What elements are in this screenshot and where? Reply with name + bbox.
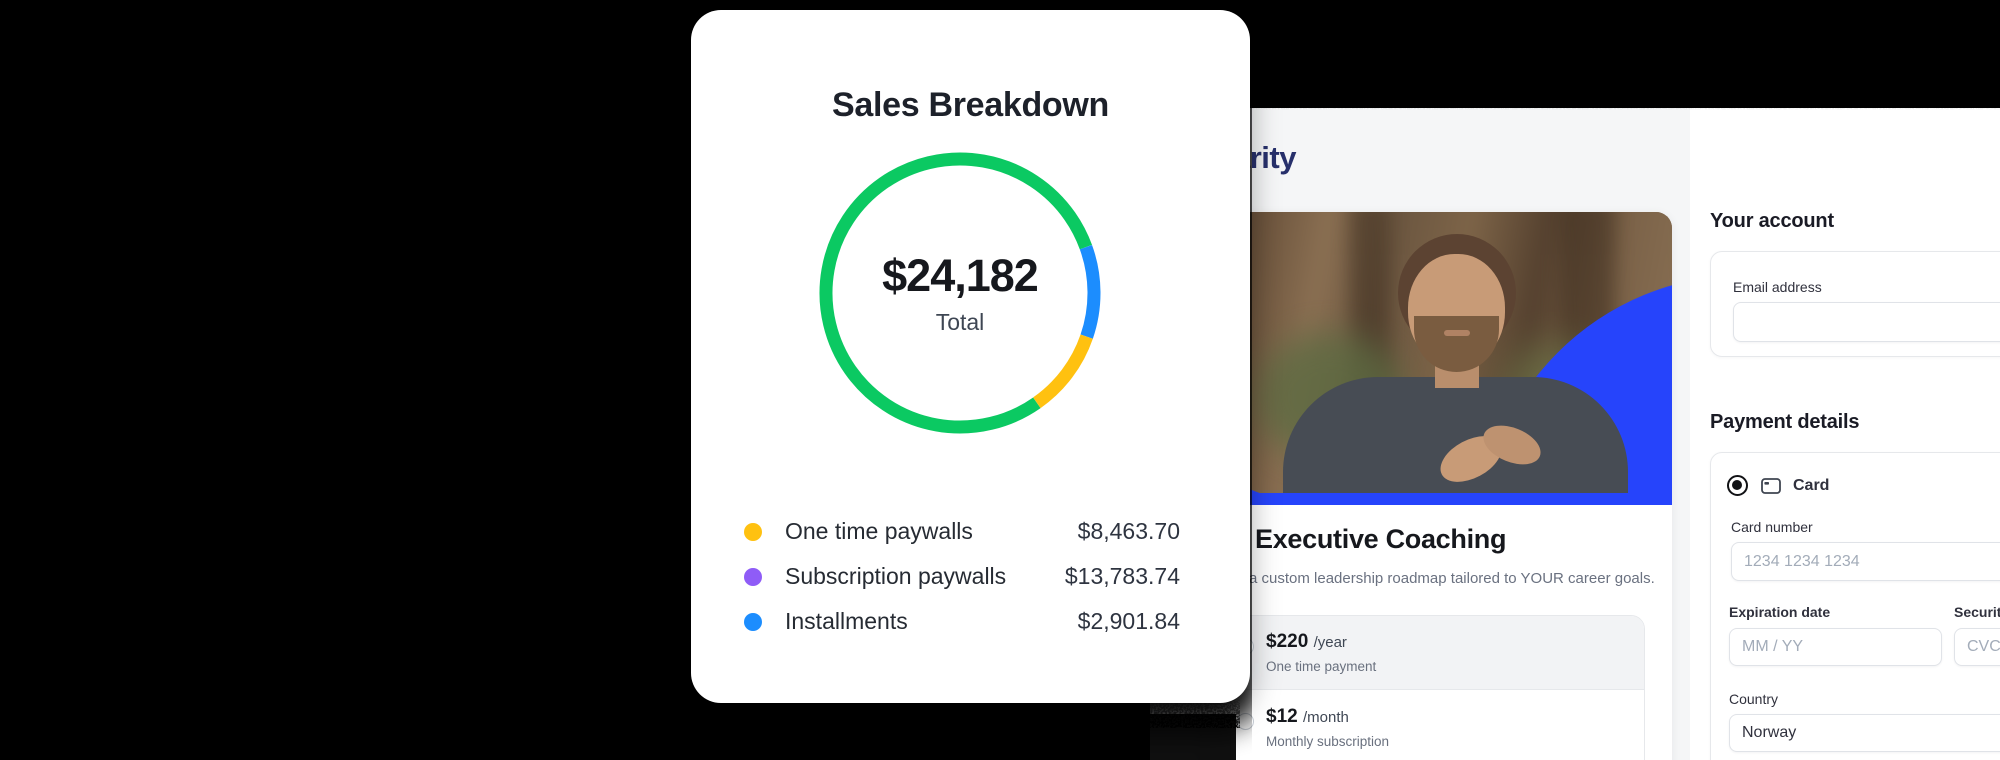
legend-dot-purple	[744, 567, 762, 586]
coach-sweater	[1283, 377, 1628, 505]
pricing-options: $220 /year One time payment $12 /month M…	[1230, 615, 1645, 760]
legend-row: One time paywalls $8,463.70	[744, 509, 1180, 554]
legend-label: Installments	[785, 608, 908, 634]
security-code-label: Security code	[1954, 604, 2000, 620]
course-card: Executive Coaching a custom leadership r…	[1200, 212, 1672, 760]
coach-photo	[1200, 212, 1672, 505]
card-method-radio[interactable]	[1727, 475, 1748, 496]
legend-row: Subscription paywalls $13,783.74	[744, 554, 1180, 599]
sales-card-title: Sales Breakdown	[831, 86, 1110, 124]
yearly-price: $220 /year	[1266, 631, 1347, 653]
top-band-group	[1246, 0, 2000, 110]
account-card: Email address	[1710, 251, 2000, 357]
account-heading: Your account	[1710, 210, 1834, 232]
chart-legend: One time paywalls $8,463.70 Subscription…	[744, 509, 1180, 644]
country-value: Norway	[1742, 724, 1797, 741]
checkout-page: Clarity	[1150, 108, 2000, 760]
legend-dot-yellow	[744, 522, 762, 541]
legend-row: Installments $2,901.84	[744, 599, 1180, 644]
donut-center-text: $24,182 Total	[810, 143, 1110, 443]
pricing-option-monthly[interactable]: $12 /month Monthly subscription	[1231, 690, 1644, 760]
donut-chart: $24,182 Total	[810, 143, 1110, 443]
pricing-option-yearly[interactable]: $220 /year One time payment	[1231, 616, 1644, 690]
legend-label: Subscription paywalls	[785, 563, 1007, 589]
country-label: Country	[1729, 691, 1779, 707]
sales-breakdown-card: Sales Breakdown $24,182 Total One time p…	[691, 10, 1250, 703]
payment-card: Card Card number Expiration date Securit…	[1710, 452, 2000, 760]
legend-value: $2,901.84	[1077, 608, 1180, 634]
monthly-price-period: /month	[1302, 709, 1349, 726]
yearly-price-amount: $220	[1266, 631, 1309, 652]
monthly-radio[interactable]	[1237, 713, 1254, 730]
card-method-label: Card	[1793, 477, 1830, 494]
monthly-note: Monthly subscription	[1266, 734, 1390, 749]
monthly-price: $12 /month	[1266, 706, 1349, 728]
credit-card-icon	[1761, 478, 1781, 494]
course-title: Executive Coaching	[1255, 524, 1507, 554]
total-value: $24,182	[882, 250, 1039, 301]
blue-strip-graphic	[1200, 493, 1672, 505]
email-label: Email address	[1733, 279, 1822, 295]
card-number-input[interactable]	[1731, 542, 2000, 581]
course-summary-column: Clarity	[1150, 108, 1690, 760]
legend-value: $8,463.70	[1077, 518, 1180, 544]
legend-value: $13,783.74	[1064, 563, 1180, 589]
email-field[interactable]	[1733, 302, 2000, 342]
total-label: Total	[935, 309, 985, 335]
card-number-label: Card number	[1731, 519, 1813, 535]
yearly-price-period: /year	[1313, 634, 1347, 651]
security-code-input[interactable]	[1954, 628, 2000, 666]
expiry-label: Expiration date	[1729, 604, 1831, 620]
coach-mouth	[1444, 330, 1470, 336]
country-select[interactable]: Norway	[1729, 714, 2000, 752]
legend-label: One time paywalls	[785, 518, 973, 544]
payment-heading: Payment details	[1710, 411, 1860, 433]
course-description: a custom leadership roadmap tailored to …	[1249, 570, 1655, 587]
monthly-price-amount: $12	[1266, 706, 1298, 727]
legend-dot-blue	[744, 612, 762, 631]
yearly-note: One time payment	[1266, 659, 1377, 674]
expiry-input[interactable]	[1729, 628, 1942, 666]
